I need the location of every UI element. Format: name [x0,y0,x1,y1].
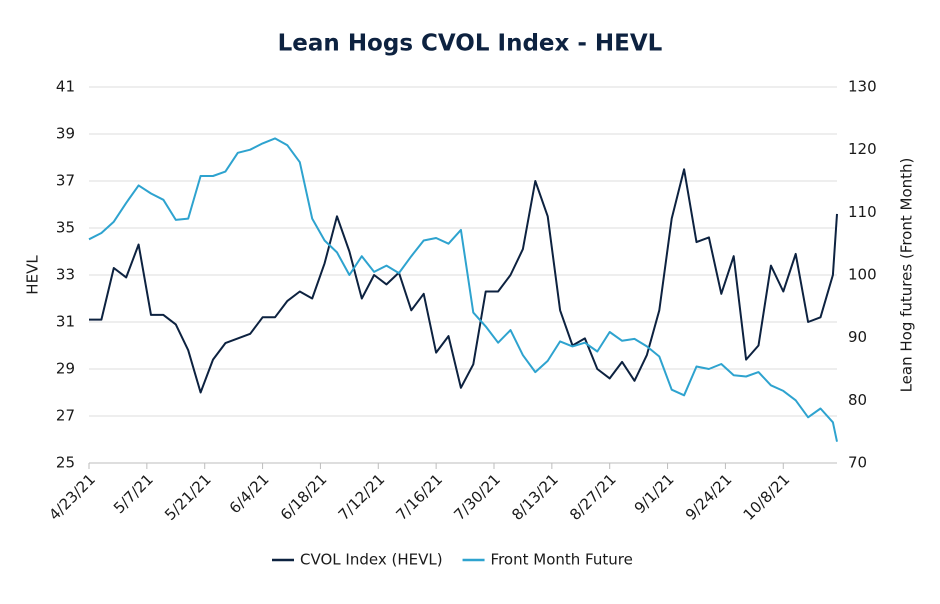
chart-title: Lean Hogs CVOL Index - HEVL [278,31,663,57]
x-tick-label: 4/23/21 [45,470,99,524]
x-tick-label: 6/18/21 [277,470,331,524]
y2-tick-label: 120 [848,140,877,158]
x-tick-label: 7/16/21 [393,470,447,524]
y-tick-label: 29 [56,360,75,378]
y2-tick-label: 90 [848,328,867,346]
legend-label: Front Month Future [491,551,633,569]
y2-axis-label: Lean Hog futures (Front Month) [898,158,916,393]
data-line [88,137,838,442]
x-tick-label: 9/24/21 [682,470,736,524]
x-tick-label: 8/13/21 [508,470,562,524]
y-tick-label: 35 [56,219,75,237]
y-tick-label: 31 [56,313,75,331]
y-tick-label: 39 [56,125,75,143]
x-tick-label: 5/21/21 [161,470,215,524]
x-tick-label: 7/12/21 [335,470,389,524]
x-tick-label: 8/27/21 [566,470,620,524]
y2-tick-label: 80 [848,391,867,409]
legend-label: CVOL Index (HEVL) [300,551,443,569]
x-tick-label: 10/8/21 [740,470,794,524]
y-tick-label: 41 [56,78,75,96]
y-axis-label: HEVL [24,255,42,295]
x-tick-label: 6/4/21 [226,470,273,517]
x-tick-label: 9/1/21 [631,470,678,517]
y-tick-label: 33 [56,266,75,284]
y2-tick-label: 100 [848,266,877,284]
data-line [89,168,838,394]
y-tick-label: 37 [56,172,75,190]
y2-tick-label: 70 [848,454,867,472]
y-tick-label: 27 [56,407,75,425]
y-tick-label: 25 [56,454,75,472]
y2-tick-label: 110 [848,203,877,221]
x-tick-label: 7/30/21 [450,470,504,524]
x-tick-label: 5/7/21 [110,470,157,517]
y2-tick-label: 130 [848,78,877,96]
